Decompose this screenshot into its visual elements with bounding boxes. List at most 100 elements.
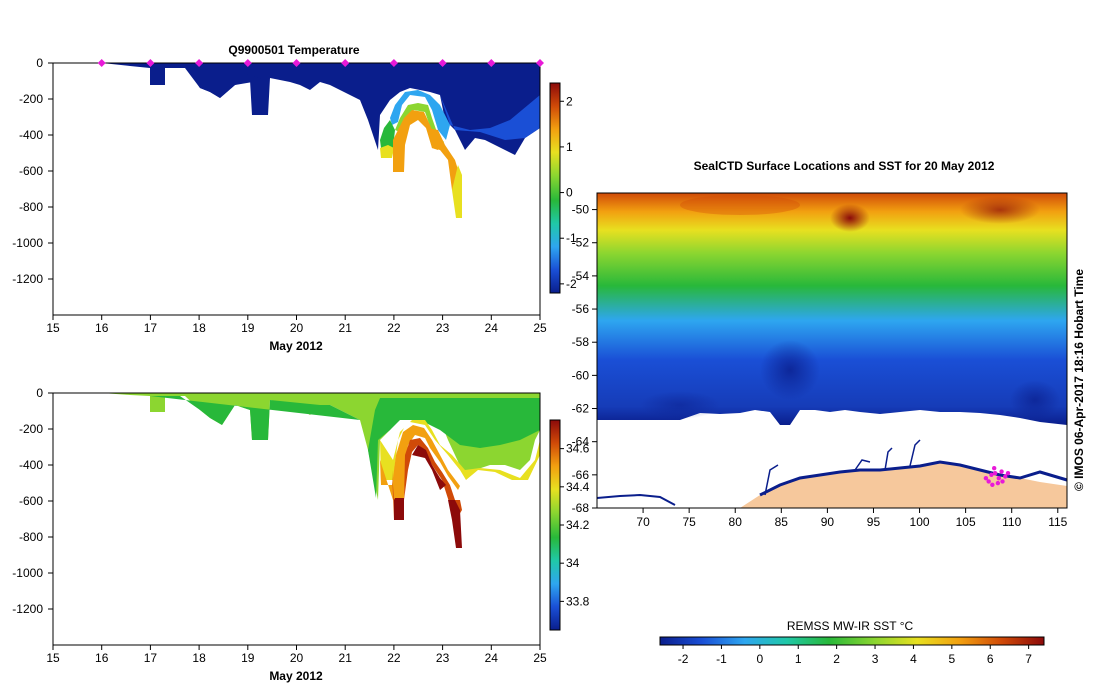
x-tick-label: 25 [533,651,547,665]
colorbar-tick-label: 34.2 [566,518,590,532]
sst-colorbar-tick-label: -1 [716,652,727,666]
antarctica-land [740,462,1067,508]
y-tick-label: -800 [19,530,43,544]
seal-location-point [990,482,995,487]
temperature-title: Q9900501 Temperature [228,43,360,57]
colorbar-tick-label: -1 [566,231,577,245]
seal-location-point [989,472,994,478]
x-tick-label: 17 [144,321,158,335]
temperature-colorbar: -2 -1 0 1 2 [549,82,577,294]
x-tick-label: 16 [95,321,109,335]
map-x-tick-label: 110 [1002,515,1021,529]
y-tick-label: -400 [19,458,43,472]
sst-colorbar: REMSS MW-IR SST °C -2 -1 0 1 2 3 4 5 6 7 [659,619,1045,666]
profile-marker [243,59,252,67]
sst-colorbar-tick-label: 2 [833,652,840,666]
sst-map-field [597,193,1067,508]
seal-location-point [996,475,1002,481]
x-tick-label: 16 [95,651,109,665]
x-tick-label: 23 [436,321,450,335]
profile-marker [341,59,350,67]
x-tick-label: 18 [192,651,206,665]
y-tick-label: -200 [19,92,43,106]
y-tick-label: -600 [19,494,43,508]
sst-colorbar-tick-label: 5 [948,652,955,666]
seal-location-point [1005,470,1011,476]
profile-marker [487,59,496,67]
y-tick-label: -800 [19,200,43,214]
profile-marker [97,59,106,67]
seal-location-point [1000,479,1005,484]
x-tick-label: 24 [485,321,499,335]
y-tick-label: -1200 [12,272,43,286]
sst-colorbar-tick-label: 6 [987,652,994,666]
profile-marker [146,59,155,67]
map-y-tick-label: -64 [572,435,590,449]
x-tick-label: 22 [387,651,401,665]
temperature-field [102,63,540,218]
sst-map-frame [596,192,1068,509]
salinity-field [102,393,540,548]
colorbar-tick-label: -2 [566,277,577,291]
x-tick-label: 21 [339,321,353,335]
seal-location-point [986,479,991,484]
credit-text: © IMOS 06-Apr-2017 18:16 Hobart Time [1072,269,1086,491]
salinity-axes: 15 16 17 18 19 20 21 22 23 24 25 0 -200 -400 -600 -800 -… [12,386,547,683]
sst-colorbar-label: REMSS MW-IR SST °C [787,619,914,633]
x-tick-label: 15 [46,321,60,335]
profile-marker [292,59,301,67]
x-tick-label: 21 [339,651,353,665]
map-y-tick-label: -54 [572,269,590,283]
map-x-tick-label: 70 [636,515,650,529]
x-tick-label: 22 [387,321,401,335]
temperature-axes: 15 16 17 18 19 20 21 22 23 24 25 0 -200 -400 -600 -800 -… [12,56,547,353]
colorbar-tick-label: 34.6 [566,442,590,456]
x-tick-label: 25 [533,321,547,335]
profile-marker [536,59,544,67]
x-tick-label: 19 [241,321,255,335]
map-y-tick-label: -58 [572,335,590,349]
y-tick-label: -1000 [12,566,43,580]
colorbar-tick-label: 1 [566,140,573,154]
sst-colorbar-tick-label: 3 [872,652,879,666]
salinity-colorbar-ramp [549,419,561,631]
colorbar-tick-label: 34.4 [566,480,590,494]
profile-marker [195,59,204,67]
map-y-tick-label: -56 [572,302,590,316]
profile-marker [438,59,447,67]
x-tick-label: 15 [46,651,60,665]
x-tick-label: 24 [485,651,499,665]
map-y-tick-label: -62 [572,402,590,416]
map-y-tick-label: -68 [572,501,590,515]
y-tick-label: 0 [36,386,43,400]
map-x-tick-label: 75 [682,515,696,529]
seal-location-point [995,480,1001,486]
x-tick-label: 23 [436,651,450,665]
map-x-tick-label: 85 [775,515,789,529]
map-x-tick-label: 105 [956,515,976,529]
sst-map-panel: SealCTD Surface Locations and SST for 20… [572,159,1086,666]
map-y-tick-label: -52 [572,236,590,250]
sst-colorbar-tick-label: 0 [756,652,763,666]
map-y-tick-label: -66 [572,468,590,482]
colorbar-tick-label: 33.8 [566,594,590,608]
map-x-tick-label: 100 [910,515,930,529]
x-tick-label: 20 [290,651,304,665]
profile-marker [389,59,398,67]
sst-map-title: SealCTD Surface Locations and SST for 20… [694,159,995,173]
temperature-xlabel: May 2012 [269,339,323,353]
salinity-colorbar: 33.8 34 34.2 34.4 34.6 [549,419,590,631]
colorbar-tick-label: 0 [566,186,573,200]
y-tick-label: -600 [19,164,43,178]
temperature-colorbar-ramp [549,82,561,294]
seal-locations [983,466,1011,487]
y-tick-label: -1200 [12,602,43,616]
sst-colorbar-tick-label: 7 [1025,652,1032,666]
map-x-tick-label: 90 [821,515,835,529]
x-tick-label: 18 [192,321,206,335]
map-y-tick-label: -50 [572,203,590,217]
salinity-panel: 15 16 17 18 19 20 21 22 23 24 25 0 -200 -400 -600 -800 -… [12,386,589,683]
seal-location-point [983,475,989,481]
seal-location-point [991,466,997,471]
